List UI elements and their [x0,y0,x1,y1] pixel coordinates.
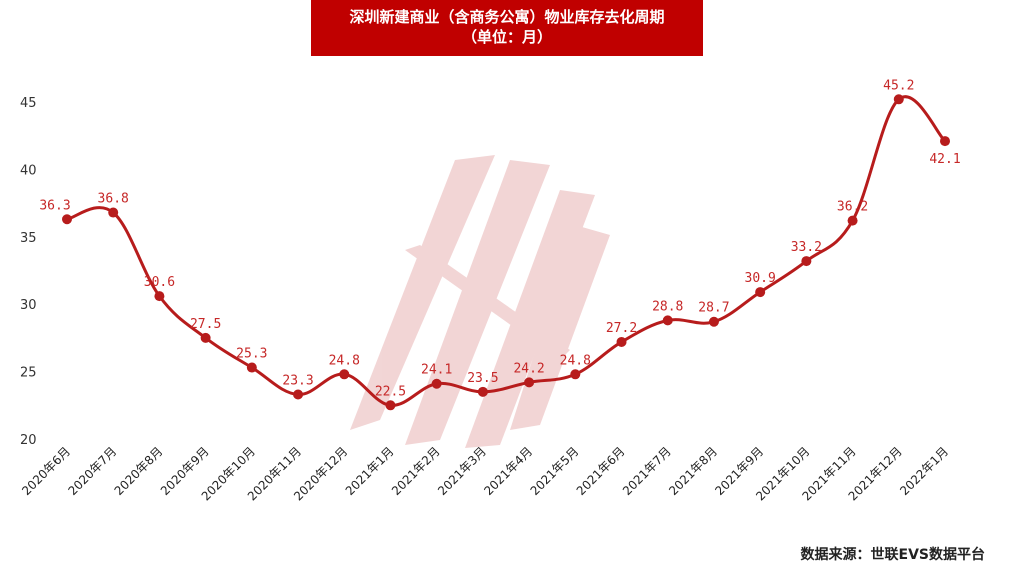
data-point [339,369,350,380]
x-tick-label: 2022年1月 [897,444,951,498]
data-label: 36.3 [39,198,70,213]
x-tick-label: 2021年3月 [435,444,489,498]
y-tick-label: 40 [20,163,37,178]
x-tick-label: 2021年4月 [481,444,535,498]
data-point [62,214,72,225]
data-point [708,316,719,327]
data-point [570,369,581,380]
x-tick-label: 2020年8月 [112,444,166,498]
data-point [293,389,304,400]
data-point [801,256,812,267]
data-point [524,377,535,388]
y-tick-label: 30 [20,298,37,313]
data-point [847,215,858,226]
chart-title-line1: 深圳新建商业（含商务公寓）物业库存去化周期 [349,8,665,26]
data-point [940,136,950,147]
data-label: 36.2 [837,200,868,215]
data-point [385,400,396,411]
x-tick-label: 2020年6月 [19,444,73,498]
data-point [200,332,211,343]
series-points [62,94,950,411]
data-label: 30.9 [745,271,776,286]
data-point [246,362,257,373]
chart-title: 深圳新建商业（含商务公寓）物业库存去化周期 （单位：月） [311,0,703,56]
data-point [755,287,766,298]
chart-title-line2: （单位：月） [461,28,552,46]
data-point [477,386,488,397]
data-point [431,378,442,389]
x-tick-label: 2021年1月 [343,444,397,498]
data-label: 23.5 [467,371,498,386]
y-tick-label: 45 [20,96,37,111]
data-label: 42.1 [929,152,960,167]
data-label: 28.8 [652,299,683,314]
data-point [154,291,165,302]
x-tick-label: 2021年2月 [389,444,443,498]
data-labels: 36.3 36.8 30.6 27.5 25.3 23.3 24.8 22.5 24.1 23.5… [39,78,960,399]
data-label: 24.1 [421,363,452,378]
data-point [662,315,673,326]
data-label: 36.8 [98,192,129,207]
data-label: 24.8 [560,353,591,368]
data-label: 27.2 [606,321,637,336]
data-label: 27.5 [190,317,221,332]
data-label: 25.3 [236,347,267,362]
data-point [893,94,904,105]
data-point [108,207,119,218]
data-label: 33.2 [791,240,822,255]
x-tick-label: 2020年7月 [65,444,119,498]
data-label: 23.3 [282,374,313,389]
y-tick-label: 35 [20,231,37,246]
x-tick-label: 2021年7月 [620,444,674,498]
data-label: 24.8 [329,353,360,368]
data-point [616,336,627,347]
data-source-note: 数据来源：世联EVS数据平台 [800,547,985,563]
data-label: 30.6 [144,275,175,290]
watermark-logo [350,155,610,448]
x-tick-label: 2021年6月 [574,444,628,498]
x-tick-label: 2021年5月 [528,444,582,498]
y-tick-label: 20 [20,433,37,448]
data-label: 45.2 [883,78,914,93]
data-label: 24.2 [513,361,544,376]
data-label: 22.5 [375,384,406,399]
x-tick-label: 2021年8月 [666,444,720,498]
data-label: 28.7 [698,301,729,316]
y-tick-label: 25 [20,366,37,381]
